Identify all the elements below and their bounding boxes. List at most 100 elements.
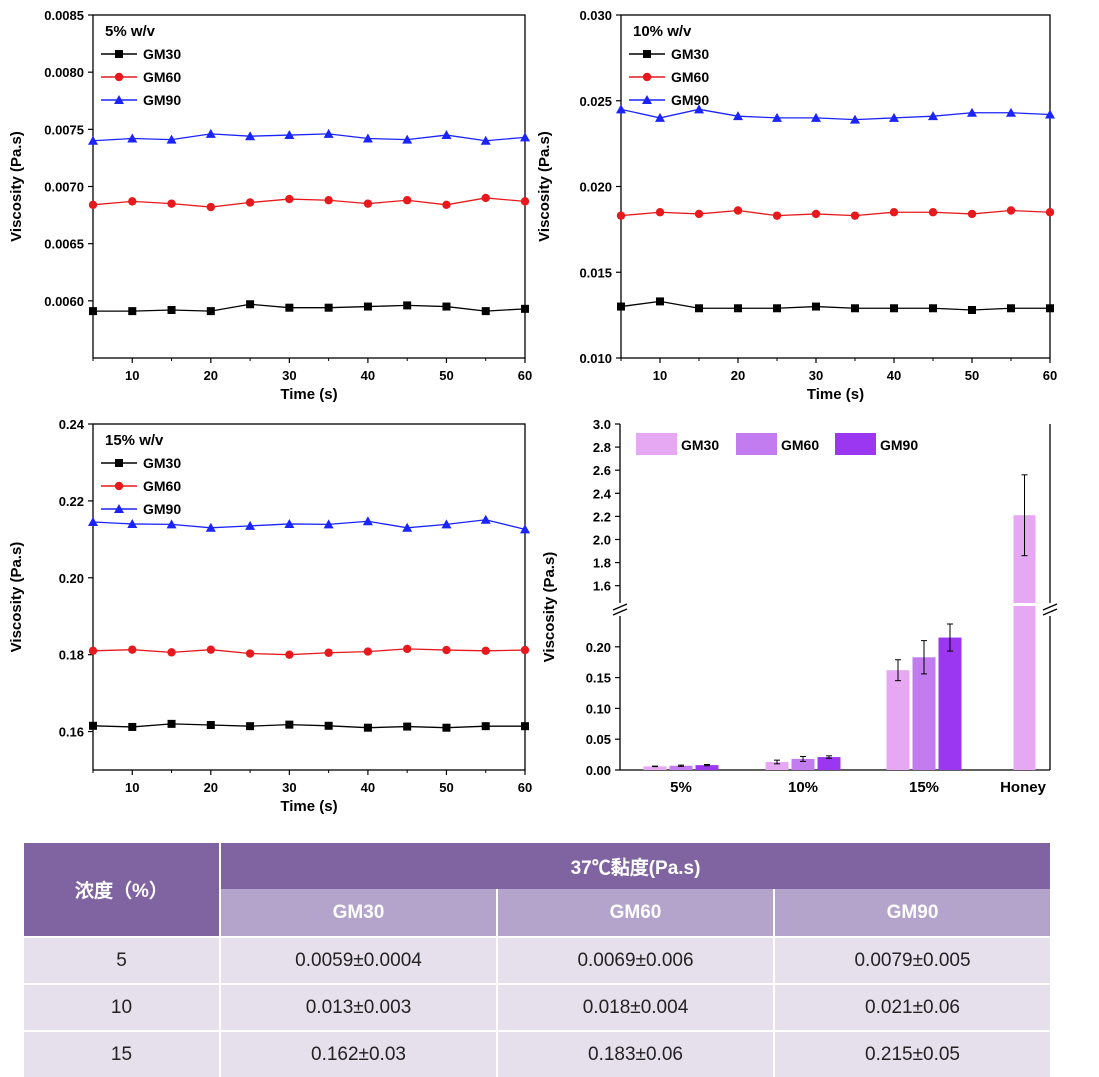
series-line-gm90 — [620, 108, 1051, 121]
y-tick-label: 2.2 — [593, 509, 611, 524]
table-row: 10 0.013±0.003 0.018±0.004 0.021±0.06 — [24, 983, 1051, 1031]
axis-break-mark — [1042, 608, 1058, 616]
x-tick-label: 50 — [965, 368, 979, 383]
data-point-gm30 — [695, 304, 703, 313]
data-point-gm90 — [480, 135, 491, 145]
data-point-gm30 — [128, 307, 137, 316]
x-tick-label: 40 — [361, 780, 375, 795]
line-chart-3: 10 20 30 40 50 60 0.16 0.18 0.20 0.22 0.24 Time (s)… — [8, 417, 532, 815]
data-point-gm30 — [128, 722, 137, 731]
data-point-gm30 — [734, 304, 742, 313]
data-point-gm30 — [363, 302, 372, 311]
y-tick-label: 0.22 — [59, 494, 84, 509]
legend-marker — [642, 72, 652, 82]
data-point-gm60 — [402, 196, 412, 205]
data-point-gm60 — [733, 206, 743, 215]
x-tick-label: 15% — [909, 779, 939, 796]
bar-gm30-lower — [1013, 606, 1036, 770]
y-tick-label: 0.0060 — [44, 294, 84, 309]
y-tick-label: 0.00 — [586, 763, 611, 778]
data-point-gm90 — [772, 112, 782, 122]
value-cell: 0.018±0.004 — [496, 983, 774, 1031]
data-point-gm90 — [733, 111, 743, 121]
data-point-gm30 — [363, 723, 372, 732]
data-point-gm60 — [402, 644, 412, 654]
x-tick-label: 60 — [1043, 368, 1057, 383]
data-point-gm60 — [481, 193, 490, 203]
bar-gm30 — [643, 766, 667, 770]
data-point-gm30 — [324, 721, 333, 730]
bar-gm30 — [886, 670, 910, 770]
data-point-gm60 — [206, 645, 216, 654]
y-tick-label: 2.0 — [593, 532, 611, 547]
data-point-gm60 — [245, 198, 255, 207]
data-point-gm60 — [88, 646, 98, 656]
data-point-gm90 — [205, 522, 216, 532]
y-tick-label: 0.05 — [586, 732, 611, 747]
x-axis-label: Time (s) — [280, 798, 337, 815]
series-line-gm60 — [92, 197, 526, 208]
legend-swatch — [835, 433, 876, 455]
data-point-gm90 — [889, 112, 899, 122]
y-tick-label: 0.18 — [59, 648, 84, 663]
value-cell: 0.0079±0.005 — [772, 936, 1051, 984]
y-tick-label: 0.025 — [579, 94, 612, 109]
data-point-gm60 — [442, 200, 451, 209]
data-point-gm30 — [285, 720, 294, 729]
x-tick-label: 5% — [670, 779, 692, 796]
data-point-gm30 — [285, 303, 294, 312]
axis-break-mark — [612, 603, 628, 611]
data-point-gm30 — [206, 307, 215, 316]
data-point-gm90 — [362, 133, 373, 143]
data-point-gm90 — [88, 517, 98, 527]
value-cell: 0.0059±0.0004 — [219, 936, 497, 984]
data-point-gm60 — [967, 209, 977, 219]
chart-title: 5% w/v — [105, 23, 156, 40]
data-point-gm30 — [167, 305, 176, 314]
bar-gm60 — [912, 657, 936, 770]
y-tick-label: 0.15 — [586, 671, 611, 686]
data-point-gm90 — [88, 135, 98, 145]
data-point-gm30 — [812, 302, 820, 311]
data-point-gm90 — [245, 520, 256, 530]
data-point-gm60 — [324, 648, 333, 657]
data-point-gm60 — [1006, 206, 1016, 215]
data-point-gm60 — [928, 208, 938, 217]
column-header-gm90: GM90 — [772, 889, 1051, 937]
value-cell: 0.021±0.06 — [772, 983, 1051, 1031]
x-tick-label: 40 — [887, 368, 901, 383]
y-tick-label: 1.8 — [593, 556, 611, 571]
legend-label: GM60 — [143, 478, 181, 494]
data-point-gm60 — [324, 196, 333, 205]
legend-label: GM90 — [880, 437, 918, 453]
y-tick-label: 0.015 — [579, 265, 612, 280]
bar-gm90 — [695, 765, 719, 770]
value-cell: 0.013±0.003 — [219, 983, 497, 1031]
bar-gm30 — [765, 761, 789, 770]
x-tick-label: 60 — [518, 780, 532, 795]
data-point-gm60 — [363, 199, 373, 208]
charts-area: 10 20 30 40 50 600.00600.00650.00700.00750.00… — [8, 8, 1058, 815]
data-point-gm90 — [402, 134, 413, 144]
data-point-gm60 — [285, 194, 294, 204]
data-point-gm60 — [442, 645, 451, 655]
y-tick-label: 2.8 — [593, 440, 611, 455]
data-point-gm60 — [245, 649, 255, 658]
data-point-gm30 — [89, 307, 97, 316]
y-tick-label: 0.010 — [579, 351, 612, 366]
data-point-gm30 — [167, 719, 176, 728]
y-axis-label: Viscosity (Pa.s) — [541, 552, 558, 663]
series-line-gm90 — [92, 519, 526, 530]
series-line-gm30 — [620, 300, 1050, 311]
data-point-gm30 — [1046, 304, 1054, 313]
y-tick-label: 0.0085 — [44, 8, 84, 23]
data-point-gm90 — [1006, 107, 1016, 117]
data-point-gm90 — [323, 128, 334, 138]
data-point-gm60 — [206, 202, 216, 212]
data-point-gm90 — [127, 518, 138, 528]
data-point-gm60 — [616, 211, 626, 220]
data-point-gm90 — [362, 516, 373, 526]
data-point-gm90 — [655, 112, 665, 122]
data-point-gm90 — [967, 107, 977, 117]
x-tick-label: 10% — [788, 779, 818, 796]
